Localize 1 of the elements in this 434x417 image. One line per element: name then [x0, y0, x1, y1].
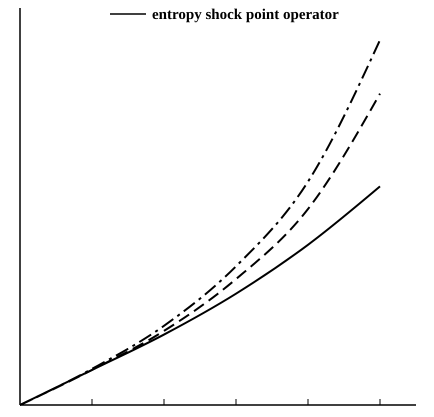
legend-label: entropy shock point operator	[152, 7, 340, 23]
